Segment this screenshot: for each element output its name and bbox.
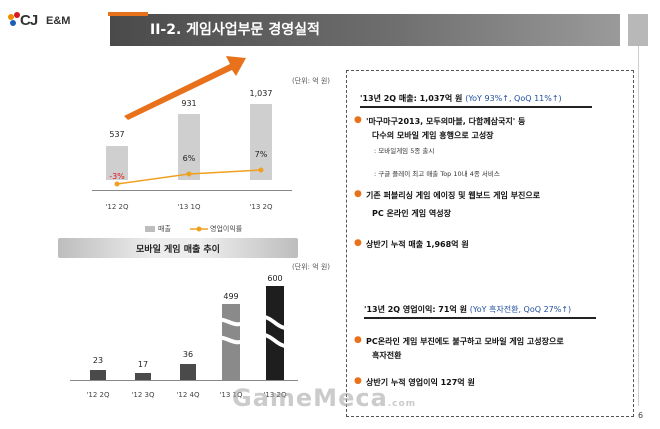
chart2-x-axis [70, 380, 298, 381]
page-title: II-2. 게임사업부문 경영실적 [150, 22, 320, 38]
chart1-margin-label-13-2q: 7% [254, 150, 268, 159]
legend-margin-label: 영업이익률 [210, 225, 243, 233]
watermark-suffix: .com [387, 399, 417, 409]
section-band-title: 모바일 게임 매출 추이 [136, 245, 220, 255]
chart2-value-12-4q: 36 [182, 350, 194, 359]
legend-margin-swatch [190, 226, 208, 232]
panel-head-sales-yoy: (YoY 93%↑, QoQ 11%↑) [465, 94, 562, 103]
chart1-xlabel-12-2q: '12 2Q [105, 203, 129, 211]
yoy-arrow-icon [124, 56, 246, 120]
chart1-bar-13-2q [250, 104, 272, 180]
chart2-bar-12-3q [135, 373, 151, 380]
title-bar [110, 14, 620, 46]
logo-dot-blue [10, 20, 16, 26]
chart1-margin-label-12-2q: -3% [109, 172, 125, 181]
right-divider [638, 46, 639, 406]
panel-b2-line2: PC 온라인 게임 역성장 [372, 209, 451, 218]
bullet-icon: ● [354, 335, 362, 345]
section-band [58, 238, 298, 258]
cj-em-logo: CJ E&M [6, 12, 90, 38]
panel-head-sales: '13년 2Q 매출: 1,037억 원 (YoY 93%↑, QoQ 11%↑… [360, 93, 562, 104]
axis-break-icon [214, 314, 294, 348]
page-number: 6 [638, 411, 644, 420]
panel-b3-line1: 상반기 누적 매출 1,968억 원 [366, 240, 469, 249]
chart2-xlabel-12-4q: '12 4Q [176, 391, 200, 399]
chart2-xlabel-13-1q: '13 1Q [219, 391, 243, 399]
panel-b1-sub1: : 모바일게임 5종 출시 [374, 147, 435, 155]
chart2-value-13-2q: 600 [267, 274, 283, 283]
chart1-xlabel-13-1q: '13 1Q [177, 203, 201, 211]
panel-b4-line1: PC온라인 게임 부진에도 불구하고 모바일 게임 고성장으로 [366, 337, 564, 346]
panel-b4-line2: 흑자전환 [372, 351, 402, 360]
summary-panel [346, 70, 634, 417]
chart1-unit: (단위: 억 원) [292, 77, 331, 85]
chart2-xlabel-12-3q: '12 3Q [131, 391, 155, 399]
panel-head-sales-main: '13년 2Q 매출: 1,037억 원 [360, 94, 463, 103]
panel-b1-sub2: : 구글 플레이 최고 매출 Top 10내 4종 서비스 [374, 170, 500, 178]
panel-b5-line1: 상반기 누적 영업이익 127억 원 [366, 378, 475, 387]
chart2-xlabel-12-2q: '12 2Q [86, 391, 110, 399]
bullet-icon: ● [354, 115, 362, 125]
chart1-xlabel-13-2q: '13 2Q [249, 203, 273, 211]
panel-head-sales-rule [360, 106, 592, 108]
chart2-xlabel-13-2q: '13 2Q [263, 391, 287, 399]
chart2-value-13-1q: 499 [223, 292, 239, 301]
panel-head-profit-main: '13년 2Q 영업이익: 71억 원 [364, 305, 467, 314]
chart2-unit: (단위: 억 원) [292, 263, 331, 271]
watermark-text: GameMeca [232, 384, 388, 412]
title-right-block [628, 14, 648, 46]
chart1-value-13-2q: 1,037 [249, 89, 273, 98]
bullet-icon: ● [354, 189, 362, 199]
title-accent-line [108, 12, 148, 16]
chart1-margin-label-13-1q: 6% [182, 154, 196, 163]
logo-cj-text: CJ [20, 12, 38, 29]
chart1-value-12-2q: 537 [109, 130, 125, 139]
legend-sales-swatch [145, 226, 155, 232]
panel-head-profit: '13년 2Q 영업이익: 71억 원 (YoY 흑자전환, QoQ 27%↑) [364, 304, 571, 315]
chart2-value-12-2q: 23 [92, 356, 104, 365]
chart1-x-axis [92, 190, 292, 191]
panel-b1-line2: 다수의 모바일 게임 흥행으로 고성장 [372, 131, 494, 140]
panel-head-profit-yoy: (YoY 흑자전환, QoQ 27%↑) [469, 305, 572, 314]
bullet-icon: ● [354, 376, 362, 386]
bullet-icon: ● [354, 238, 362, 248]
chart1-bar-12-2q [106, 146, 128, 180]
chart1-margin-line [114, 167, 264, 187]
gamemeca-watermark: GameMeca.com [232, 384, 416, 412]
chart1-bar-13-1q [178, 114, 200, 180]
logo-dot-red [14, 12, 20, 18]
chart2-bar-12-4q [180, 364, 196, 380]
logo-dot-orange [8, 14, 14, 20]
logo-em-text: E&M [46, 15, 71, 27]
panel-head-profit-rule [364, 317, 596, 319]
chart1-value-13-1q: 931 [181, 99, 197, 108]
panel-b2-line1: 기존 퍼블리싱 게임 에이징 및 웹보드 게임 부진으로 [366, 191, 541, 200]
legend-sales-label: 매출 [158, 225, 171, 233]
chart2-value-12-3q: 17 [137, 360, 149, 369]
chart2-bar-13-2q [266, 286, 284, 380]
panel-b1-line1: '마구마구2013, 모두의마블, 다함께삼국지' 등 [366, 117, 526, 126]
chart2-bar-12-2q [90, 370, 106, 380]
